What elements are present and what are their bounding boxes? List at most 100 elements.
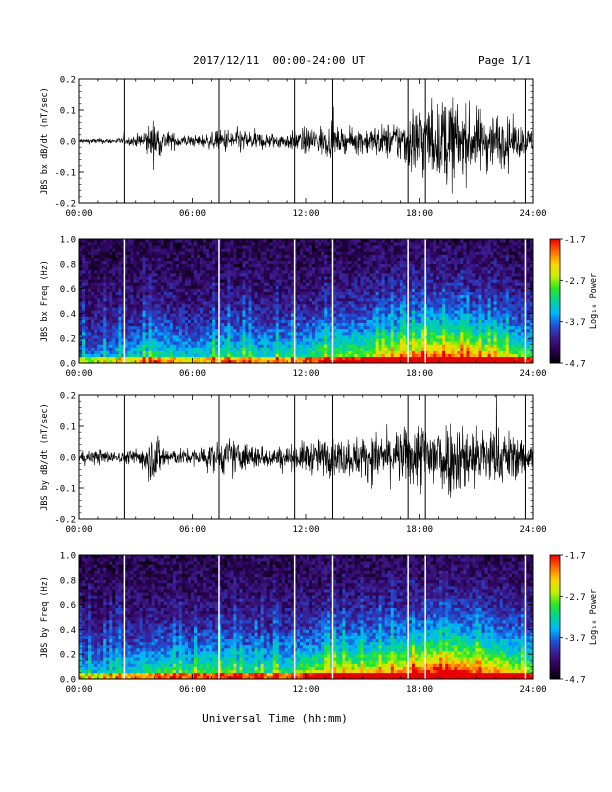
spectrogram-cell [278, 257, 283, 261]
spectrogram-cell [190, 297, 195, 302]
spectrogram-cell [118, 338, 122, 342]
spectrogram-cell [269, 356, 274, 361]
spectrogram-cell [351, 316, 355, 320]
spectrogram-cell [215, 347, 219, 351]
spectrogram-cell [387, 332, 392, 336]
spectrogram-cell [275, 356, 280, 361]
spectrogram-cell [336, 301, 340, 305]
spectrogram-cell [197, 279, 201, 283]
spectrogram-cell [324, 297, 328, 302]
spectrogram-cell [381, 347, 385, 351]
spectrogram-cell [88, 328, 92, 333]
spectrogram-cell [266, 294, 270, 299]
spectrogram-cell [390, 239, 395, 243]
spectrogram-cell [194, 260, 198, 265]
spectrogram-cell [260, 257, 264, 261]
spectrogram-cell [321, 254, 325, 258]
spectrogram-cell [381, 338, 385, 342]
spectrogram-cell [175, 248, 180, 252]
spectrogram-cell [82, 270, 86, 274]
spectrogram-cell [121, 254, 125, 258]
spectrogram-cell [393, 254, 398, 258]
spectrogram-cell [399, 270, 404, 274]
spectrogram-cell [284, 239, 289, 243]
spectrogram-cell [227, 294, 231, 299]
spectrogram-cell [79, 260, 83, 265]
spectrogram-cell [245, 248, 249, 252]
spectrogram-cell [333, 260, 337, 265]
spectrogram-cell [233, 341, 237, 345]
spectrogram-cell [88, 288, 92, 292]
spectrogram-cell [390, 270, 395, 274]
spectrogram-cell [315, 282, 319, 286]
spectrogram-cell [436, 285, 440, 289]
spectrogram-cell [375, 291, 379, 296]
spectrogram-cell [187, 291, 192, 296]
spectrogram-cell [354, 285, 358, 289]
spectrogram-cell [145, 310, 149, 314]
spectrogram-cell [272, 350, 277, 354]
spectrogram-cell [124, 242, 128, 246]
spectrogram-cell [266, 279, 270, 283]
spectrogram-cell [318, 353, 322, 358]
spectrogram-cell [157, 310, 162, 314]
spectrogram-cell [242, 273, 246, 277]
spectrogram-cell [112, 347, 116, 351]
spectrogram-cell [402, 242, 407, 246]
spectrogram-cell [318, 335, 322, 339]
spectrogram-cell [348, 338, 352, 342]
spectrogram-cell [260, 325, 264, 330]
spectrogram-cell [369, 350, 373, 354]
spectrogram-cell [315, 279, 319, 283]
spectrogram-cell [375, 316, 379, 320]
spectrogram-cell [136, 332, 140, 336]
spectrogram-cell [299, 263, 304, 268]
spectrogram-cell [251, 263, 255, 268]
spectrogram-cell [290, 285, 295, 289]
spectrogram-cell [290, 335, 295, 339]
spectrogram-cell [312, 257, 316, 261]
spectrogram-cell [260, 279, 264, 283]
spectrogram-cell [106, 338, 110, 342]
spectrogram-cell [315, 335, 319, 339]
spectrogram-cell [100, 353, 104, 358]
spectrogram-cell [321, 245, 325, 249]
spectrogram-cell [430, 307, 434, 311]
spectrogram-cell [318, 325, 322, 330]
spectrogram-cell [312, 332, 316, 336]
spectrogram-cell [145, 285, 149, 289]
spectrogram-cell [284, 251, 289, 255]
spectrogram-cell [187, 263, 192, 268]
spectrogram-cell [384, 322, 389, 327]
spectrogram-cell [296, 257, 301, 261]
spectrogram-cell [121, 297, 125, 302]
spectrogram-cell [227, 359, 231, 364]
spectrogram-cell [242, 257, 246, 261]
spectrogram-cell [187, 316, 192, 320]
spectrogram-cell [88, 254, 92, 258]
spectrogram-cell [224, 282, 228, 286]
spectrogram-cell [172, 356, 177, 361]
spectrogram-cell [336, 279, 340, 283]
spectrogram-cell [139, 347, 143, 351]
spectrogram-cell [121, 356, 125, 361]
spectrogram-cell [181, 239, 186, 243]
spectrogram-cell [218, 257, 222, 261]
spectrogram-cell [442, 356, 446, 361]
spectrogram-cell [381, 350, 385, 354]
spectrogram-cell [224, 328, 228, 333]
spectrogram-cell [175, 338, 180, 342]
spectrogram-cell [354, 266, 358, 271]
spectrogram-cell [360, 245, 364, 249]
spectrogram-cell [411, 301, 416, 305]
spectrogram-cell [302, 356, 307, 361]
spectrogram-cell [281, 301, 286, 305]
spectrogram-cell [200, 322, 204, 327]
spectrogram-cell [154, 313, 158, 317]
spectrogram-cell [178, 359, 183, 364]
spectrogram-cell [439, 297, 443, 302]
spectrogram-cell [263, 273, 267, 277]
spectrogram-cell [321, 319, 325, 323]
spectrogram-cell [417, 245, 422, 249]
spectrogram-cell [133, 257, 137, 261]
